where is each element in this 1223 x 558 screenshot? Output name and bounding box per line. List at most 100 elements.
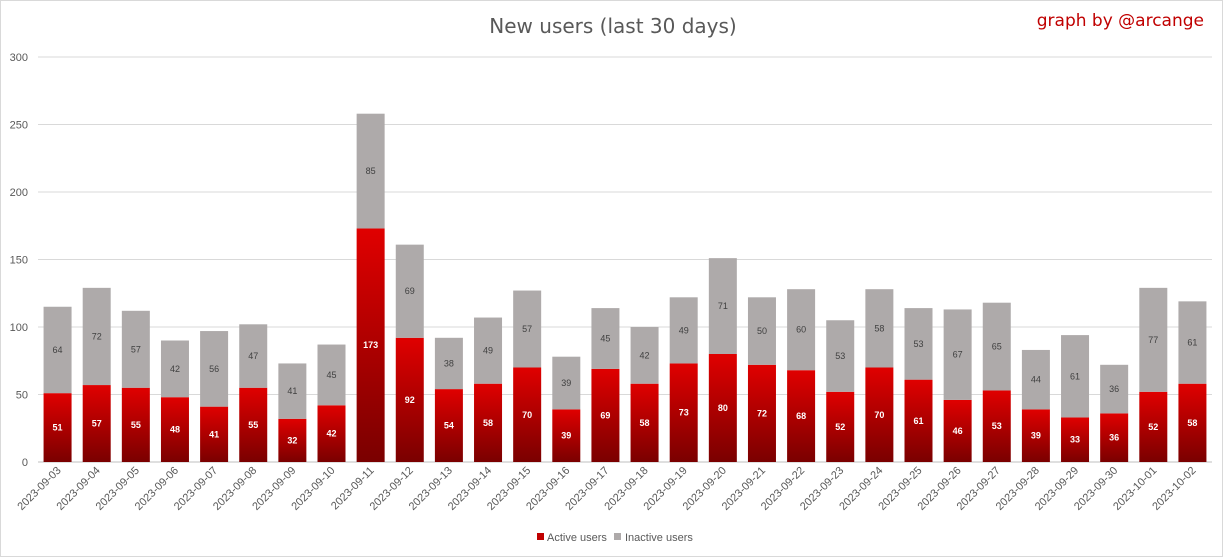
data-label-active: 55 [131, 420, 141, 430]
bar-inactive [904, 308, 933, 380]
bar-active [865, 367, 894, 462]
data-label-inactive: 58 [874, 323, 884, 333]
bar-inactive [513, 290, 542, 368]
data-label-inactive: 41 [287, 386, 297, 396]
bar-active [1139, 391, 1168, 462]
data-label-active: 46 [953, 426, 963, 436]
bar-active [787, 370, 816, 462]
bar-active [121, 387, 150, 462]
legend-swatch-active [537, 533, 544, 540]
chart-credit: graph by @arcange [1037, 11, 1204, 31]
data-label-inactive: 69 [405, 286, 415, 296]
bar-inactive [395, 244, 424, 338]
data-label-active: 80 [718, 403, 728, 413]
bar-active [747, 364, 776, 462]
data-label-inactive: 71 [718, 301, 728, 311]
data-label-inactive: 50 [757, 326, 767, 336]
data-label-inactive: 53 [913, 339, 923, 349]
bar-inactive [43, 306, 72, 394]
bar-inactive [200, 331, 229, 407]
data-label-inactive: 42 [170, 364, 180, 374]
bar-active [160, 397, 189, 462]
bar-inactive [747, 297, 776, 365]
data-label-active: 53 [992, 421, 1002, 431]
data-label-active: 58 [1187, 418, 1197, 428]
bar-inactive [826, 320, 855, 392]
bar-active [591, 368, 620, 462]
bar-inactive [82, 287, 111, 386]
legend-label-inactive: Inactive users [625, 532, 693, 544]
data-label-active: 55 [248, 420, 258, 430]
bar-active [1021, 409, 1050, 462]
data-label-active: 42 [326, 429, 336, 439]
bar-active [826, 391, 855, 462]
bar-active [669, 363, 698, 462]
bar-active [552, 409, 581, 462]
bar-inactive [630, 327, 659, 384]
bar-inactive [121, 310, 150, 388]
data-label-inactive: 60 [796, 325, 806, 335]
bar-inactive [317, 344, 346, 406]
y-tick-label: 0 [22, 457, 28, 469]
bar-inactive [356, 113, 385, 229]
data-label-inactive: 49 [483, 346, 493, 356]
data-label-inactive: 36 [1109, 384, 1119, 394]
bar-active [1061, 417, 1090, 462]
bar-inactive [865, 289, 894, 368]
bar-active [317, 405, 346, 462]
data-label-active: 57 [92, 419, 102, 429]
y-tick-label: 150 [10, 255, 28, 267]
bar-inactive [278, 363, 307, 419]
bar-active [630, 383, 659, 462]
bar-inactive [1139, 287, 1168, 392]
bar-inactive [669, 297, 698, 364]
data-label-inactive: 39 [561, 378, 571, 388]
data-label-inactive: 65 [992, 342, 1002, 352]
data-label-inactive: 45 [600, 333, 610, 343]
y-tick-label: 250 [10, 120, 28, 132]
y-axis: 0 50 100 150 200 250 300 [10, 52, 28, 469]
bar-inactive [1100, 364, 1129, 414]
data-label-inactive: 64 [53, 345, 63, 355]
bar-inactive [1021, 349, 1050, 410]
data-label-active: 58 [483, 418, 493, 428]
legend-label-active: Active users [547, 532, 607, 544]
data-label-inactive: 38 [444, 358, 454, 368]
chart-title: New users (last 30 days) [489, 14, 736, 38]
bar-inactive [1178, 301, 1207, 384]
bar-active [395, 337, 424, 462]
bar-active [708, 354, 737, 462]
data-label-inactive: 47 [248, 351, 258, 361]
bar-active [82, 385, 111, 462]
bar-active [904, 379, 933, 462]
bar-inactive [943, 309, 972, 400]
legend-swatch-inactive [614, 533, 621, 540]
bars [43, 113, 1207, 462]
data-label-active: 52 [1148, 422, 1158, 432]
data-label-active: 61 [913, 416, 923, 426]
data-label-inactive: 85 [366, 166, 376, 176]
bar-inactive [552, 356, 581, 410]
data-label-inactive: 56 [209, 364, 219, 374]
data-label-active: 32 [287, 435, 297, 445]
data-label-active: 73 [679, 408, 689, 418]
data-label-active: 68 [796, 411, 806, 421]
bar-inactive [1061, 335, 1090, 418]
bar-active [982, 390, 1011, 462]
data-label-active: 36 [1109, 433, 1119, 443]
bar-inactive [239, 324, 268, 388]
data-label-inactive: 61 [1070, 371, 1080, 381]
data-label-inactive: 61 [1187, 338, 1197, 348]
y-tick-label: 300 [10, 52, 28, 64]
data-labels: 51 64 57 72 55 57 48 42 41 56 55 47 32 41 42 45 173 85 92 6… [53, 166, 1198, 445]
bar-active [356, 228, 385, 462]
data-label-inactive: 77 [1148, 335, 1158, 345]
data-label-active: 69 [600, 410, 610, 420]
data-label-active: 41 [209, 429, 219, 439]
bar-active [513, 367, 542, 462]
data-label-active: 39 [1031, 431, 1041, 441]
data-label-active: 39 [561, 431, 571, 441]
data-label-inactive: 53 [835, 351, 845, 361]
data-label-inactive: 57 [131, 344, 141, 354]
